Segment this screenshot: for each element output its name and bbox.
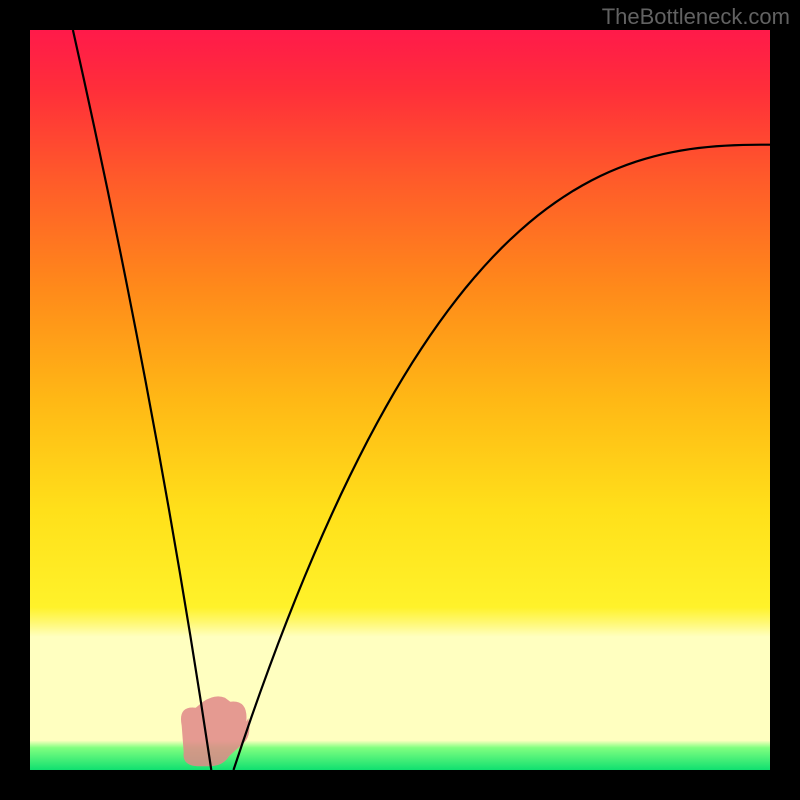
- curve-left-branch: [73, 30, 211, 770]
- curve-layer: [30, 30, 770, 770]
- watermark-text: TheBottleneck.com: [602, 4, 790, 30]
- plot-area: [30, 30, 770, 770]
- chart-container: TheBottleneck.com: [0, 0, 800, 800]
- curve-right-branch: [234, 145, 771, 770]
